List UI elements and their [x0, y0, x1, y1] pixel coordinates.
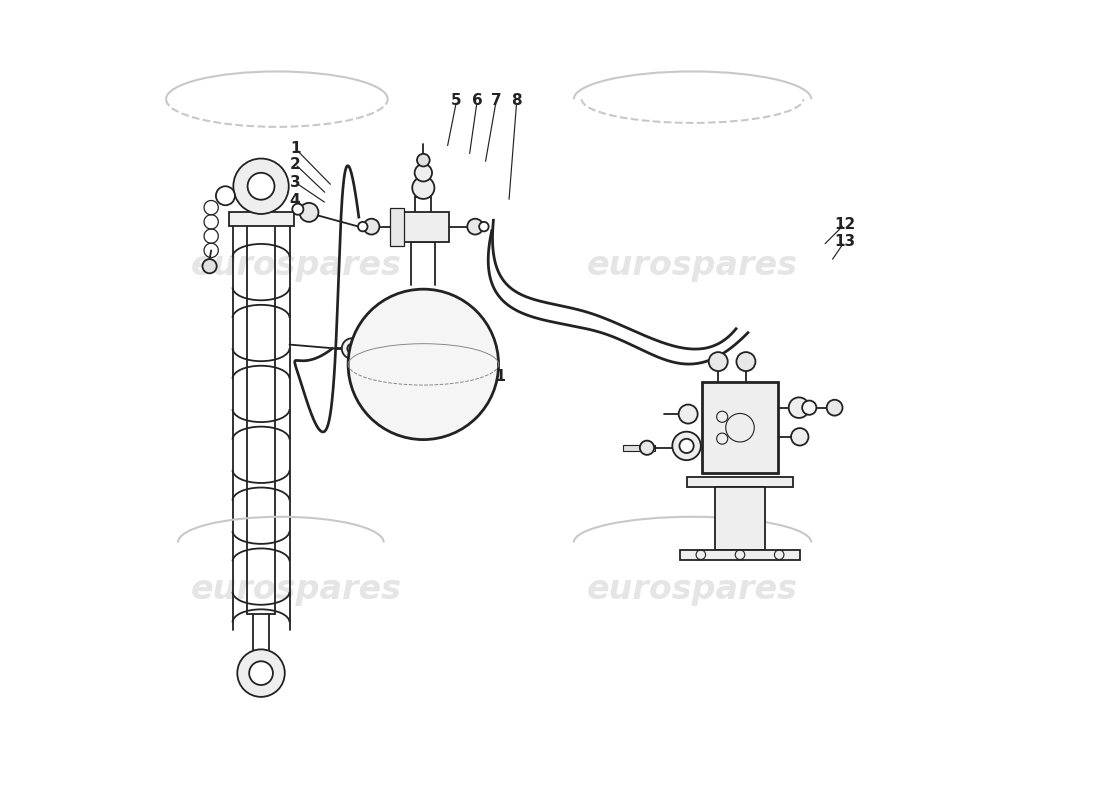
Text: 8: 8: [512, 94, 522, 108]
Circle shape: [216, 186, 235, 206]
Text: 5: 5: [451, 94, 462, 108]
Text: eurospares: eurospares: [587, 574, 797, 606]
Text: eurospares: eurospares: [191, 249, 403, 282]
Circle shape: [802, 401, 816, 415]
Circle shape: [480, 222, 488, 231]
Bar: [624, 445, 654, 451]
Circle shape: [415, 164, 432, 182]
Bar: [680, 550, 800, 559]
Bar: [389, 208, 404, 246]
Circle shape: [238, 650, 285, 697]
Circle shape: [736, 352, 756, 371]
Text: eurospares: eurospares: [587, 249, 797, 282]
Circle shape: [248, 173, 275, 200]
Circle shape: [679, 405, 697, 423]
Circle shape: [672, 432, 701, 460]
Bar: [703, 382, 778, 474]
Circle shape: [293, 204, 304, 214]
Text: 2: 2: [289, 157, 300, 171]
Text: 10: 10: [466, 369, 487, 384]
Circle shape: [412, 177, 434, 199]
Circle shape: [202, 259, 217, 274]
Text: 4: 4: [289, 193, 300, 208]
Circle shape: [250, 662, 273, 685]
Circle shape: [791, 428, 808, 446]
Text: eurospares: eurospares: [191, 574, 403, 606]
Circle shape: [827, 400, 843, 415]
Circle shape: [342, 338, 362, 359]
Circle shape: [708, 352, 728, 371]
Bar: [715, 486, 764, 550]
Circle shape: [348, 344, 356, 354]
Circle shape: [233, 158, 289, 214]
Circle shape: [299, 203, 318, 222]
Circle shape: [468, 218, 483, 234]
Bar: [686, 477, 793, 486]
Circle shape: [789, 398, 810, 418]
Text: 12: 12: [834, 217, 855, 232]
Circle shape: [358, 222, 367, 231]
Circle shape: [364, 218, 380, 234]
Circle shape: [417, 154, 430, 166]
Circle shape: [348, 289, 498, 439]
Text: 3: 3: [289, 174, 300, 190]
Circle shape: [640, 441, 654, 455]
Text: 1: 1: [289, 141, 300, 156]
Text: 13: 13: [834, 234, 855, 249]
Text: 7: 7: [491, 94, 502, 108]
Bar: [397, 211, 449, 242]
Text: 11: 11: [486, 369, 507, 384]
Circle shape: [680, 438, 694, 453]
Text: 6: 6: [472, 94, 483, 108]
Text: 9: 9: [451, 369, 462, 384]
Bar: [229, 211, 294, 226]
